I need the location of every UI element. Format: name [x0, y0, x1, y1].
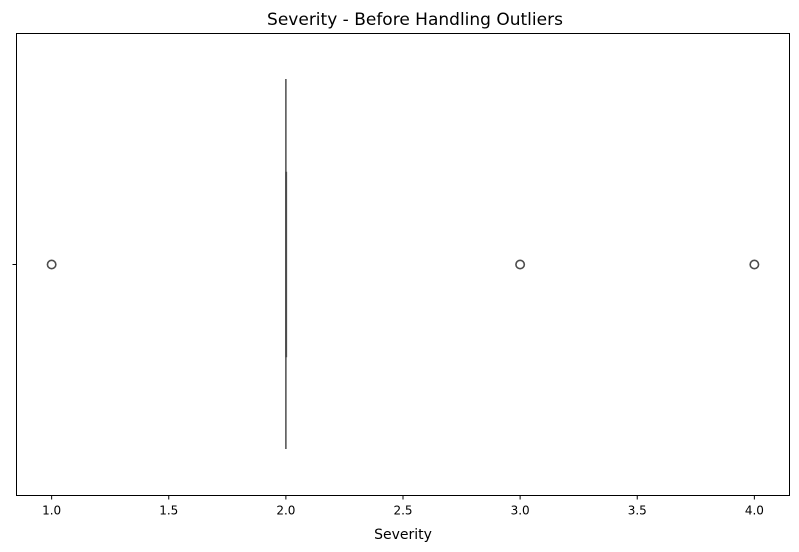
x-tick-label: 4.0	[745, 504, 764, 518]
outlier-point	[46, 259, 57, 270]
x-tick-label: 3.0	[511, 504, 530, 518]
chart-title: Severity - Before Handling Outliers	[267, 10, 563, 30]
x-tick-label: 2.5	[393, 504, 412, 518]
x-axis-label: Severity	[374, 527, 432, 543]
box-plot-group	[285, 79, 288, 449]
outlier-point	[515, 259, 526, 270]
outlier-group	[46, 259, 760, 270]
outlier-point	[749, 259, 760, 270]
plot-area-frame	[16, 33, 790, 496]
x-tick-label: 2.0	[276, 504, 295, 518]
x-tick-label: 1.0	[42, 504, 61, 518]
x-axis-ticks: 1.0 1.5 2.0 2.5 3.0 3.5 4.0	[42, 495, 764, 518]
x-tick-label: 3.5	[628, 504, 647, 518]
x-tick-label: 1.5	[159, 504, 178, 518]
